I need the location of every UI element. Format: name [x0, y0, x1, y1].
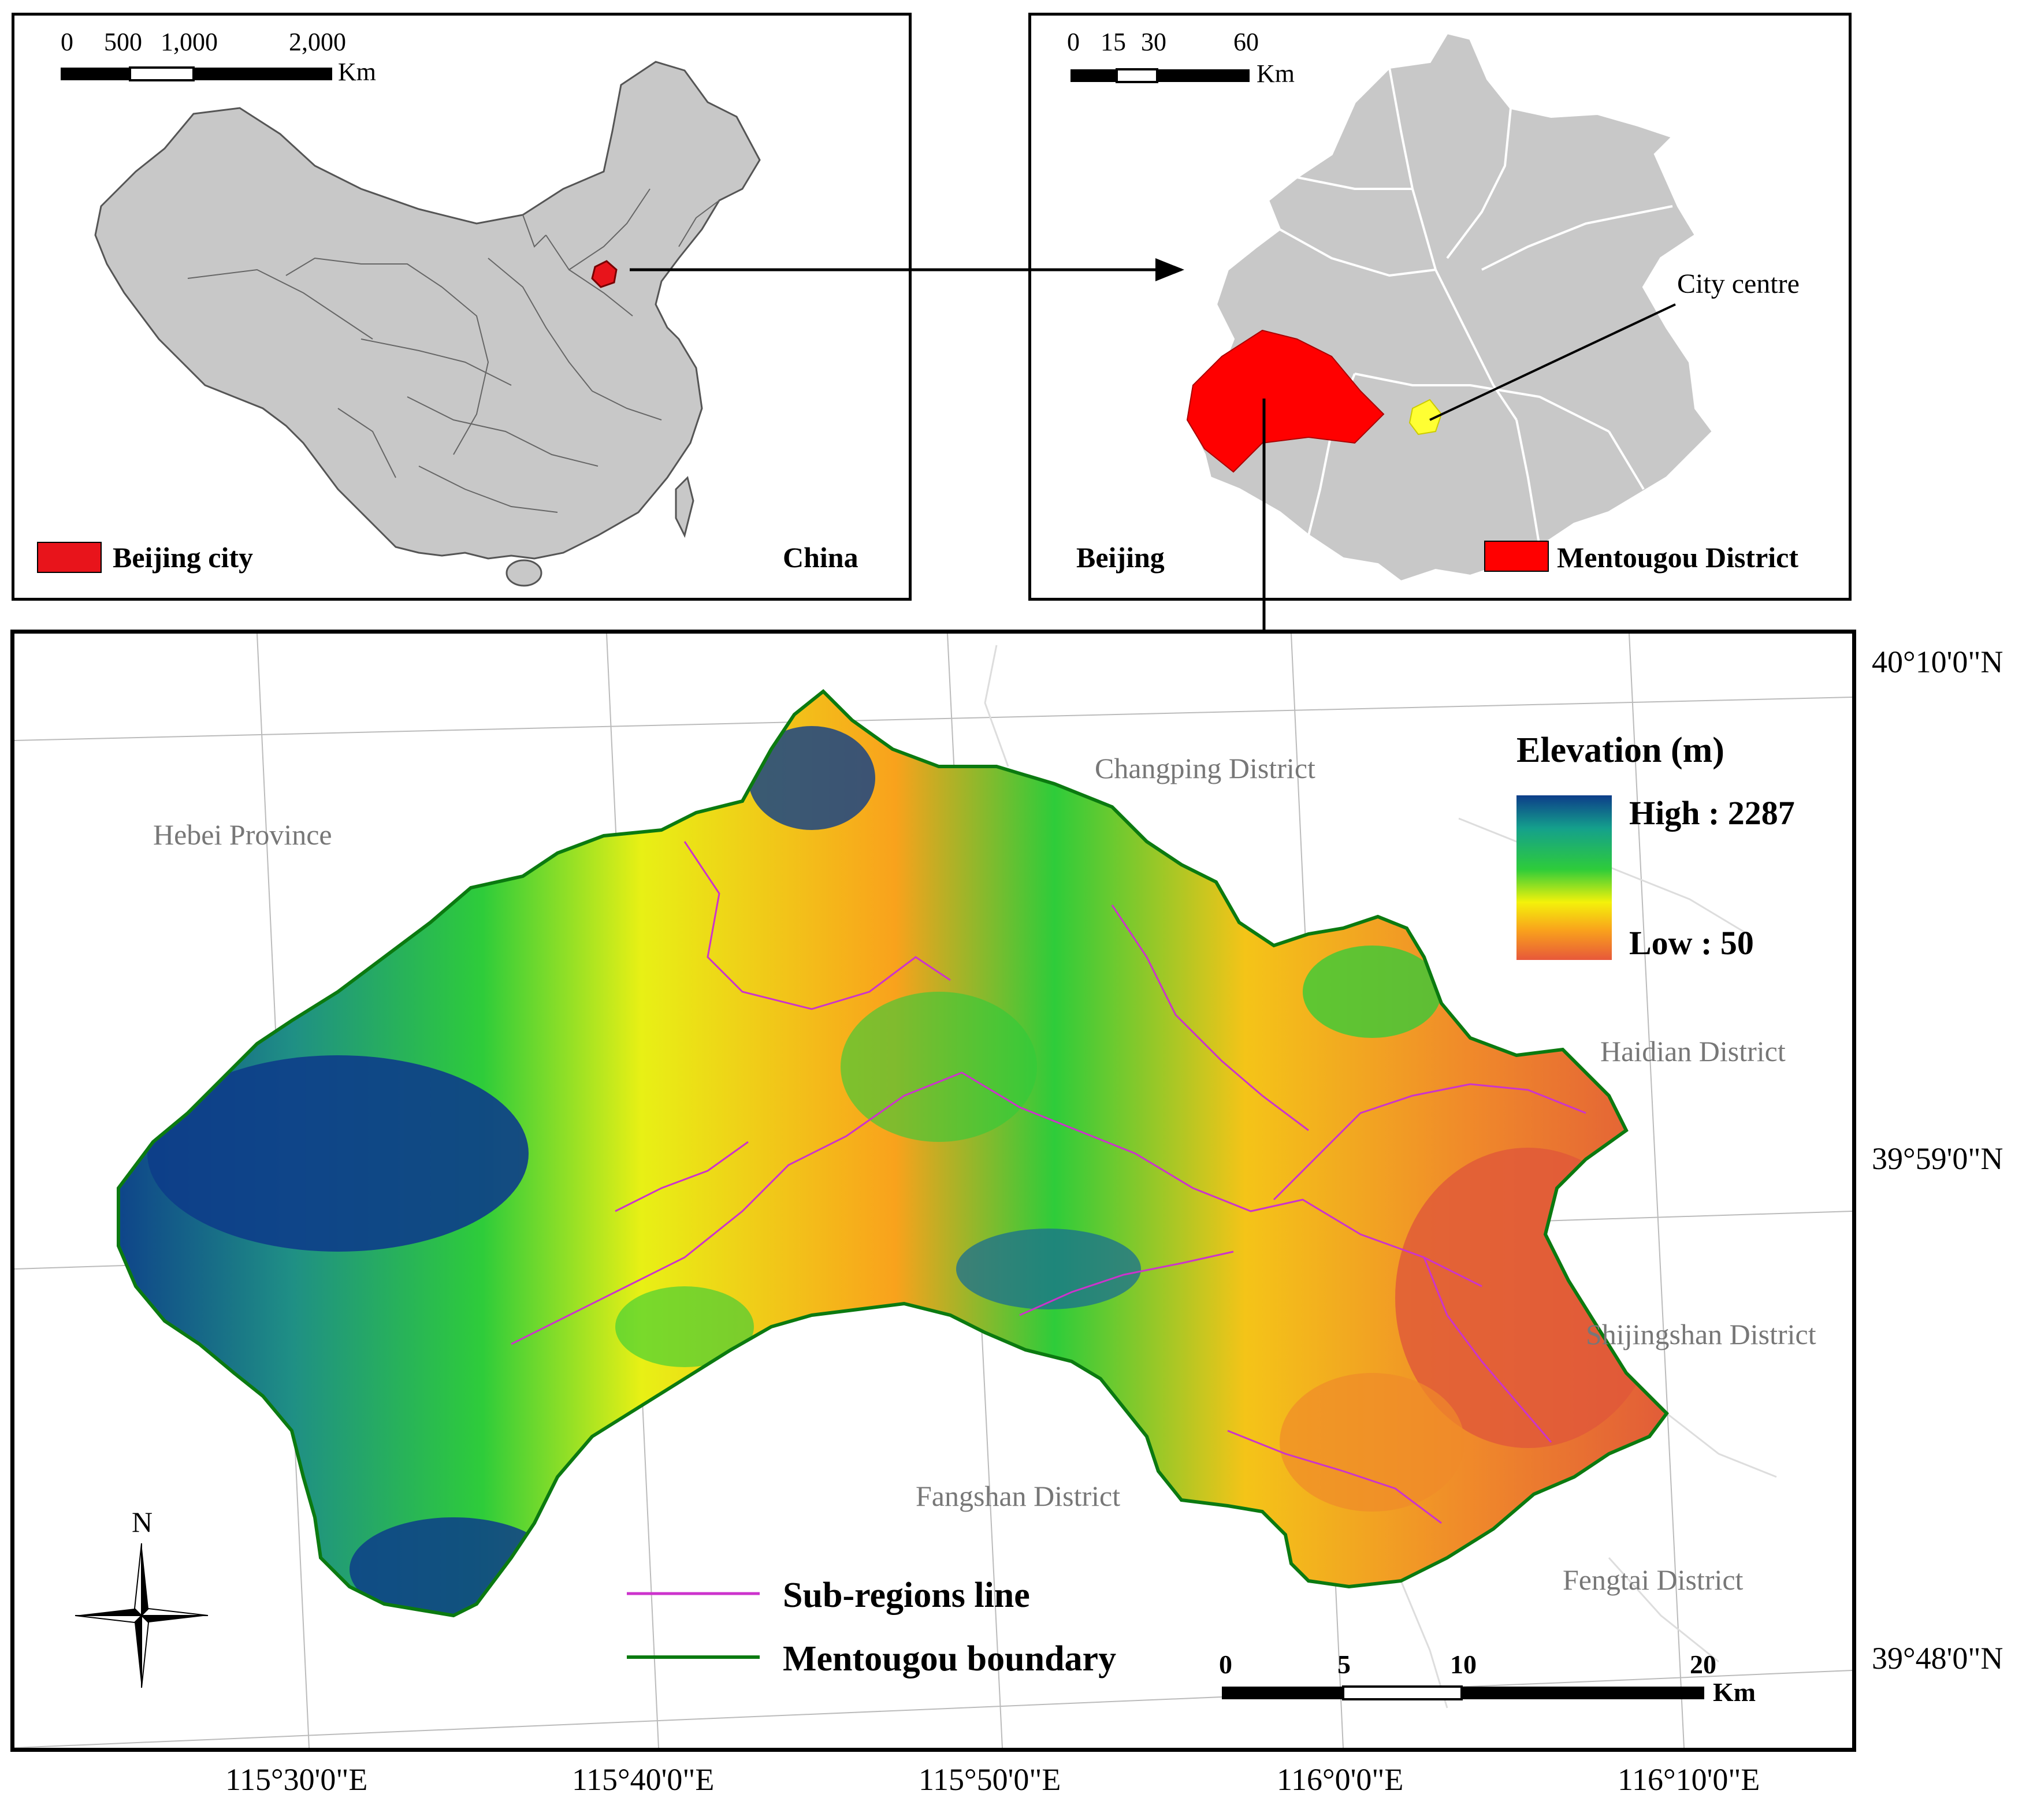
- scale-tick-2: 10: [1450, 1650, 1477, 1679]
- haidian-district-label: Haidian District: [1600, 1035, 1786, 1067]
- beijing-city-legend-swatch: [37, 542, 102, 573]
- north-arrow-icon: N: [75, 1506, 209, 1688]
- province-borders: [187, 188, 720, 513]
- scale-unit: Km: [1257, 59, 1295, 88]
- connector-arrows: [630, 258, 1276, 719]
- scale-unit: Km: [1713, 1677, 1756, 1707]
- hebei-province-label: Hebei Province: [153, 818, 332, 851]
- city-centre-leader-line: [1429, 303, 1676, 421]
- mentougou-district-highlight: [1186, 329, 1385, 473]
- mentougou-boundary: [117, 688, 1669, 1618]
- elevation-color-ramp: [1516, 795, 1612, 960]
- scale-tick-0: 0: [61, 28, 73, 56]
- china-inset-map: 0 500 1,000 2,000 Km: [12, 13, 912, 601]
- lon-label-116-0: 116°0'0"E: [1277, 1762, 1404, 1797]
- lon-label-115-40: 115°40'0"E: [572, 1762, 715, 1797]
- scale-tick-3: 2,000: [289, 28, 346, 56]
- north-label: N: [132, 1506, 153, 1538]
- scale-tick-1: 15: [1101, 28, 1126, 56]
- subregion-lines: [511, 841, 1586, 1524]
- main-scale-bar: 0 5 10 20 Km: [1219, 1650, 1756, 1707]
- lon-label-116-10: 116°10'0"E: [1618, 1762, 1760, 1797]
- mentougou-legend-label: Mentougou District: [1557, 541, 1798, 574]
- scale-tick-2: 30: [1141, 28, 1166, 56]
- changping-district-label: Changping District: [1095, 752, 1315, 784]
- scale-tick-0: 0: [1067, 28, 1080, 56]
- scale-tick-3: 20: [1690, 1650, 1716, 1679]
- lat-label-40-10: 40°10'0"N: [1872, 645, 2003, 679]
- line-legend: Sub-regions line Mentougou boundary: [627, 1576, 1116, 1678]
- fangshan-district-label: Fangshan District: [916, 1480, 1120, 1512]
- city-centre-marker: [1408, 399, 1443, 436]
- boundary-legend-label: Mentougou boundary: [783, 1639, 1116, 1678]
- scale-tick-1: 5: [1337, 1650, 1351, 1679]
- shijingshan-district-label: Shijingshan District: [1586, 1318, 1816, 1350]
- beijing-scale-bar: 0 15 30 60 Km: [1067, 28, 1295, 88]
- china-map-canvas: 0 500 1,000 2,000 Km: [37, 28, 858, 587]
- elevation-high-label: High : 2287: [1629, 794, 1795, 832]
- beijing-map-canvas: 0 15 30 60 Km City centre: [1067, 28, 1800, 583]
- elevation-legend: Elevation (m) High : 2287 Low : 50: [1516, 731, 1795, 962]
- beijing-city-legend-label: Beijing city: [113, 541, 253, 574]
- scale-unit: Km: [338, 58, 376, 86]
- lat-label-39-59: 39°59'0"N: [1872, 1141, 2003, 1176]
- mentougou-elevation-map: Hebei Province Changping District Haidia…: [10, 630, 1856, 1752]
- elevation-low-label: Low : 50: [1629, 924, 1754, 962]
- fengtai-district-label: Fengtai District: [1563, 1564, 1744, 1596]
- china-title: China: [783, 541, 858, 574]
- china-landmass: [94, 61, 761, 560]
- lon-label-115-50: 115°50'0"E: [919, 1762, 1061, 1797]
- beijing-city-marker: [591, 260, 618, 288]
- mentougou-legend-swatch: [1484, 541, 1549, 572]
- elevation-raster: [118, 691, 1667, 1616]
- scale-tick-1: 500: [104, 28, 142, 56]
- beijing-inset-map: 0 15 30 60 Km City centre: [1028, 13, 1852, 601]
- lat-label-39-48: 39°48'0"N: [1872, 1641, 2003, 1676]
- scale-tick-3: 60: [1233, 28, 1259, 56]
- beijing-title: Beijing: [1076, 541, 1165, 574]
- hainan-island: [505, 559, 542, 587]
- taiwan-island: [675, 476, 694, 538]
- scale-tick-2: 1,000: [161, 28, 218, 56]
- main-map-canvas: Hebei Province Changping District Haidia…: [14, 634, 1852, 1748]
- beijing-municipality: [1185, 31, 1715, 583]
- china-scale-bar: 0 500 1,000 2,000 Km: [61, 28, 376, 86]
- beijing-district-borders: [1279, 67, 1673, 548]
- lon-label-115-30: 115°30'0"E: [225, 1762, 368, 1797]
- scale-tick-0: 0: [1219, 1650, 1232, 1679]
- subregions-legend-label: Sub-regions line: [783, 1576, 1030, 1615]
- elevation-legend-title: Elevation (m): [1516, 731, 1724, 770]
- city-centre-label: City centre: [1677, 269, 1800, 299]
- neighbor-labels: Hebei Province Changping District Haidia…: [153, 752, 1816, 1596]
